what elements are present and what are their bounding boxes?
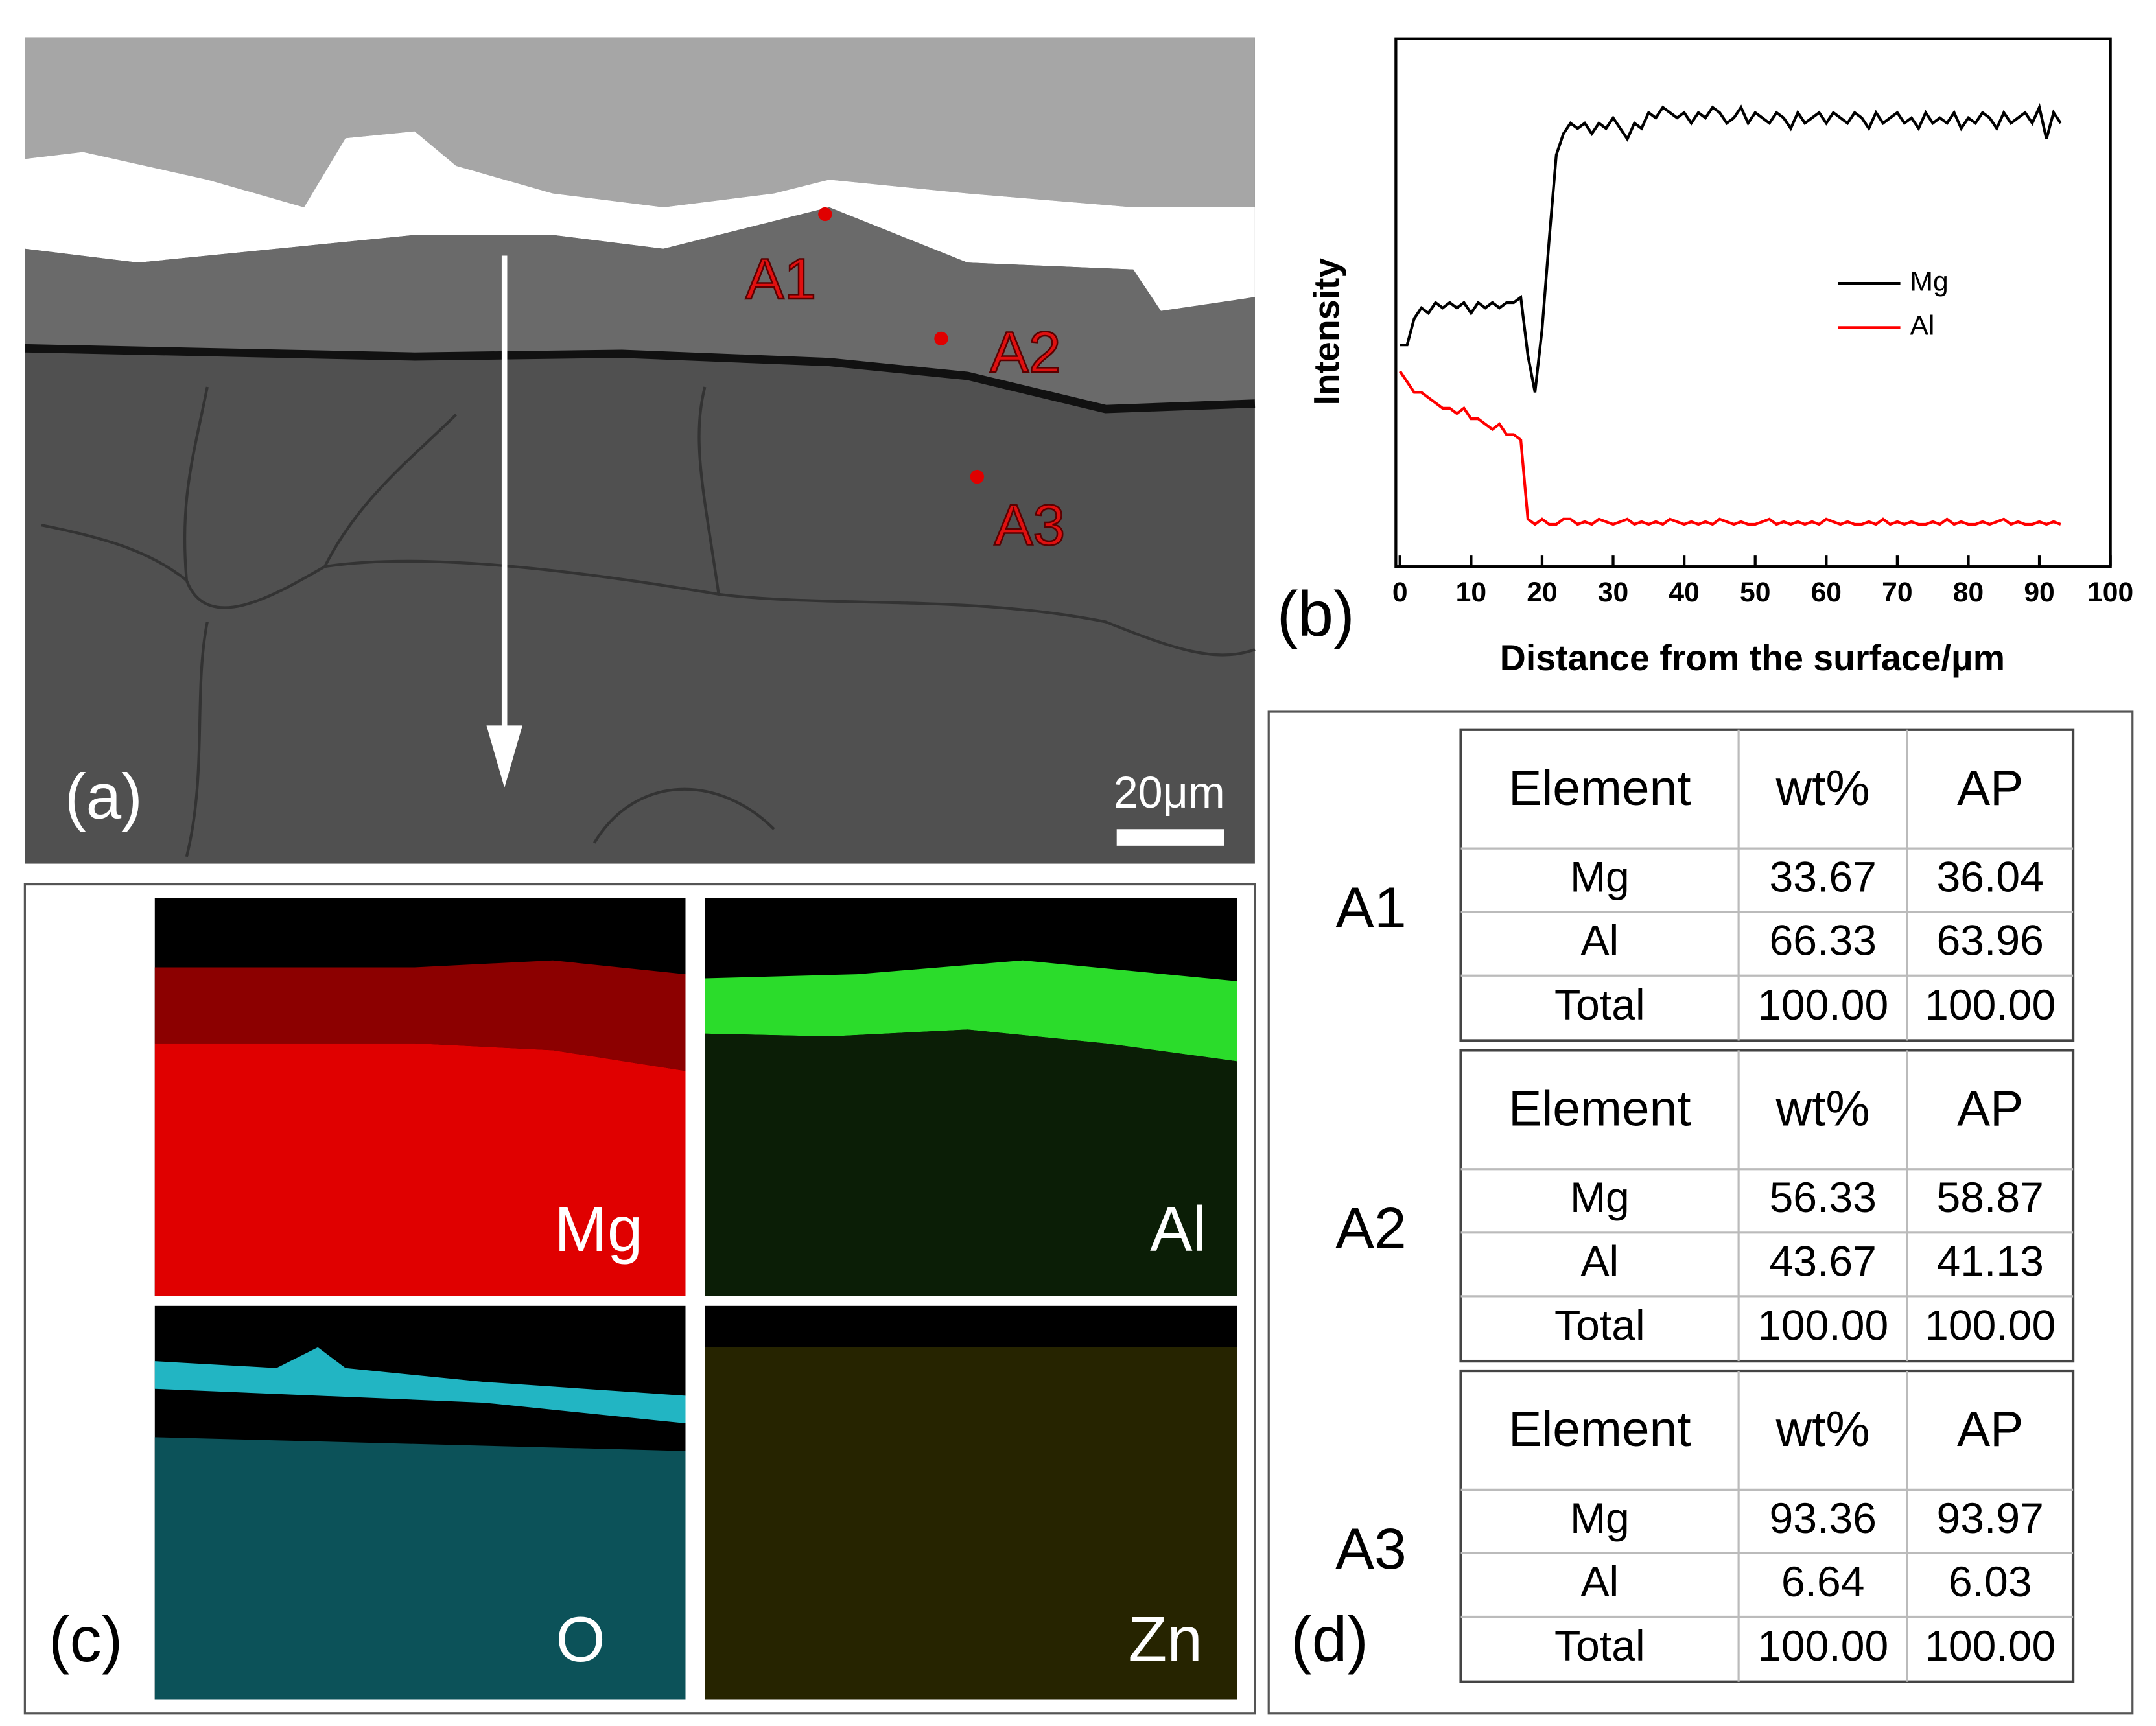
x-tick-label: 90	[2024, 577, 2054, 608]
table-row-title: A2	[1335, 1195, 1407, 1260]
resin	[25, 37, 1255, 207]
table-header: AP	[1957, 761, 2023, 816]
map-fill	[154, 1437, 686, 1700]
table-cell: 100.00	[1925, 1301, 2056, 1349]
x-tick-label: 60	[1811, 577, 1842, 608]
table-cell: 36.04	[1936, 854, 2043, 902]
element-maps	[154, 898, 1237, 1700]
table-cell: 63.96	[1936, 917, 2043, 965]
table-cell: 33.67	[1769, 854, 1876, 902]
table-cell: 58.87	[1936, 1174, 2043, 1222]
table-row-title: A3	[1335, 1516, 1407, 1581]
panel-label: (d)	[1291, 1604, 1368, 1675]
table-header: wt%	[1775, 1082, 1870, 1137]
x-tick-label: 30	[1598, 577, 1628, 608]
scale-bar	[1116, 829, 1224, 846]
table-cell: 100.00	[1757, 981, 1888, 1029]
point-label: A1	[745, 246, 817, 311]
map-fill	[705, 1347, 1237, 1700]
map-label: Mg	[554, 1193, 642, 1265]
x-axis-label: Distance from the surface/μm	[1500, 638, 2005, 678]
point-marker	[970, 469, 985, 484]
table-cell: 100.00	[1757, 1301, 1888, 1349]
scale-label: 20μm	[1114, 768, 1225, 817]
table-cell: Total	[1554, 1301, 1645, 1349]
table-cell: Al	[1580, 1558, 1619, 1606]
table-cell: Mg	[1570, 1495, 1630, 1543]
x-tick-label: 70	[1882, 577, 1912, 608]
point-label: A2	[990, 320, 1061, 384]
table-header: Element	[1508, 761, 1691, 816]
panel-label: (a)	[65, 761, 143, 832]
data-line	[1400, 102, 2062, 393]
table-row-title: A1	[1335, 875, 1407, 940]
arrow-head	[486, 725, 522, 788]
interface	[25, 344, 1256, 414]
map-label: O	[556, 1604, 605, 1675]
table-frame	[1459, 1369, 2075, 1683]
panel-frame	[23, 883, 1256, 1715]
table-cell: 93.36	[1769, 1495, 1876, 1543]
coating-layer	[25, 207, 1255, 408]
point-marker	[818, 207, 832, 222]
x-tick-label: 10	[1456, 577, 1486, 608]
map-fill	[705, 1029, 1237, 1296]
map-label: Zn	[1128, 1604, 1202, 1675]
table-frame	[1459, 728, 2075, 1042]
grain-boundaries	[41, 386, 1256, 857]
coating-surface	[25, 131, 1255, 311]
legend-label: Al	[1910, 310, 1934, 342]
x-tick-label: 0	[1392, 577, 1408, 608]
table-header: wt%	[1775, 761, 1870, 816]
table-cell: 56.33	[1769, 1174, 1876, 1222]
table-frame	[1459, 1049, 2075, 1363]
table-cell: Total	[1554, 981, 1645, 1029]
map-band	[154, 1347, 686, 1424]
map-label: Al	[1150, 1193, 1206, 1265]
plot-frame	[1394, 37, 2112, 568]
table-cell: 100.00	[1757, 1622, 1888, 1670]
sem-image	[25, 37, 1256, 864]
panel-frame	[1267, 710, 2134, 1715]
table-cell: 6.03	[1949, 1558, 2032, 1606]
panel-label: (c)	[49, 1604, 123, 1675]
table-cell: 100.00	[1925, 981, 2056, 1029]
legend-label: Mg	[1910, 266, 1948, 297]
table-header: Element	[1508, 1082, 1691, 1137]
point-label: A3	[994, 492, 1066, 557]
map-band	[705, 960, 1237, 1062]
x-tick-label: 40	[1669, 577, 1699, 608]
table-cell: 43.67	[1769, 1237, 1876, 1285]
x-tick-label: 50	[1740, 577, 1770, 608]
table-header: AP	[1957, 1082, 2023, 1137]
table-header: wt%	[1775, 1402, 1870, 1457]
table-cell: 66.33	[1769, 917, 1876, 965]
table-cell: Al	[1580, 917, 1619, 965]
table-cell: Al	[1580, 1237, 1619, 1285]
panel-label: (b)	[1277, 578, 1355, 649]
point-marker	[934, 331, 948, 346]
table-cell: 41.13	[1936, 1237, 2043, 1285]
table-header: Element	[1508, 1402, 1691, 1457]
map-fill	[154, 1043, 686, 1296]
table-cell: Total	[1554, 1622, 1645, 1670]
table-header: AP	[1957, 1402, 2023, 1457]
x-tick-label: 20	[1527, 577, 1557, 608]
x-tick-label: 80	[1953, 577, 1984, 608]
x-tick-label: 100	[2087, 577, 2133, 608]
y-axis-label: Intensity	[1307, 258, 1347, 406]
table-cell: Mg	[1570, 1174, 1630, 1222]
table-cell: 100.00	[1925, 1622, 2056, 1670]
table-cell: Mg	[1570, 854, 1630, 902]
table-cell: 6.64	[1781, 1558, 1865, 1606]
data-line	[1398, 370, 2061, 526]
table-cell: 93.97	[1936, 1495, 2043, 1543]
